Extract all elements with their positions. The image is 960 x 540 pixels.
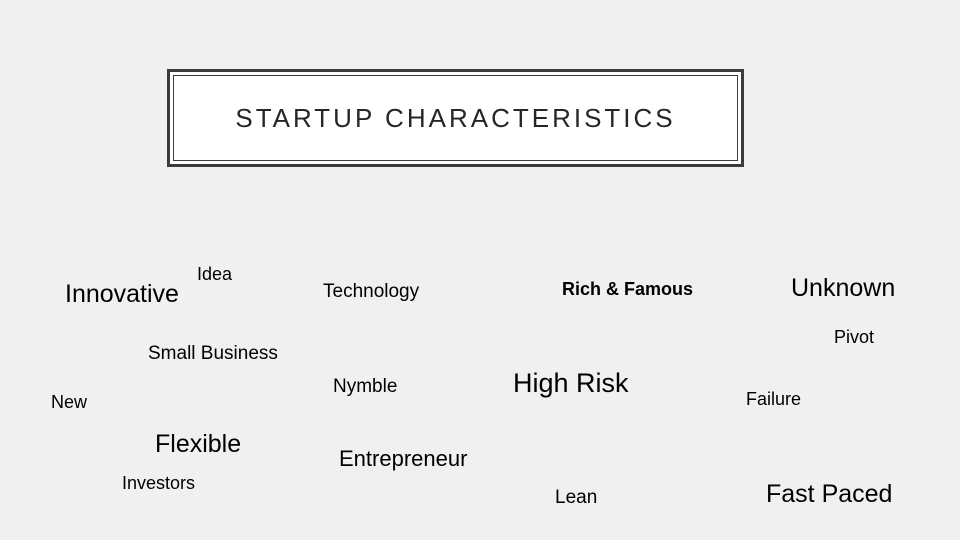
- word-item: Pivot: [834, 328, 874, 346]
- word-item: Failure: [746, 390, 801, 408]
- title-text: STARTUP CHARACTERISTICS: [235, 103, 675, 134]
- word-item: Fast Paced: [766, 482, 892, 507]
- word-item: Flexible: [155, 432, 241, 457]
- word-item: Innovative: [65, 282, 179, 307]
- title-box: STARTUP CHARACTERISTICS: [173, 75, 738, 161]
- word-item: Small Business: [148, 344, 278, 363]
- word-item: Entrepreneur: [339, 448, 467, 470]
- word-item: Investors: [122, 474, 195, 492]
- word-item: Lean: [555, 488, 597, 507]
- word-item: Technology: [323, 282, 419, 301]
- word-item: High Risk: [513, 370, 629, 397]
- word-item: Idea: [197, 265, 232, 283]
- word-item: Nymble: [333, 377, 397, 396]
- word-item: Unknown: [791, 276, 895, 301]
- word-item: Rich & Famous: [562, 280, 693, 298]
- word-item: New: [51, 393, 87, 411]
- slide-canvas: STARTUP CHARACTERISTICS Idea Innovative Te…: [0, 0, 960, 540]
